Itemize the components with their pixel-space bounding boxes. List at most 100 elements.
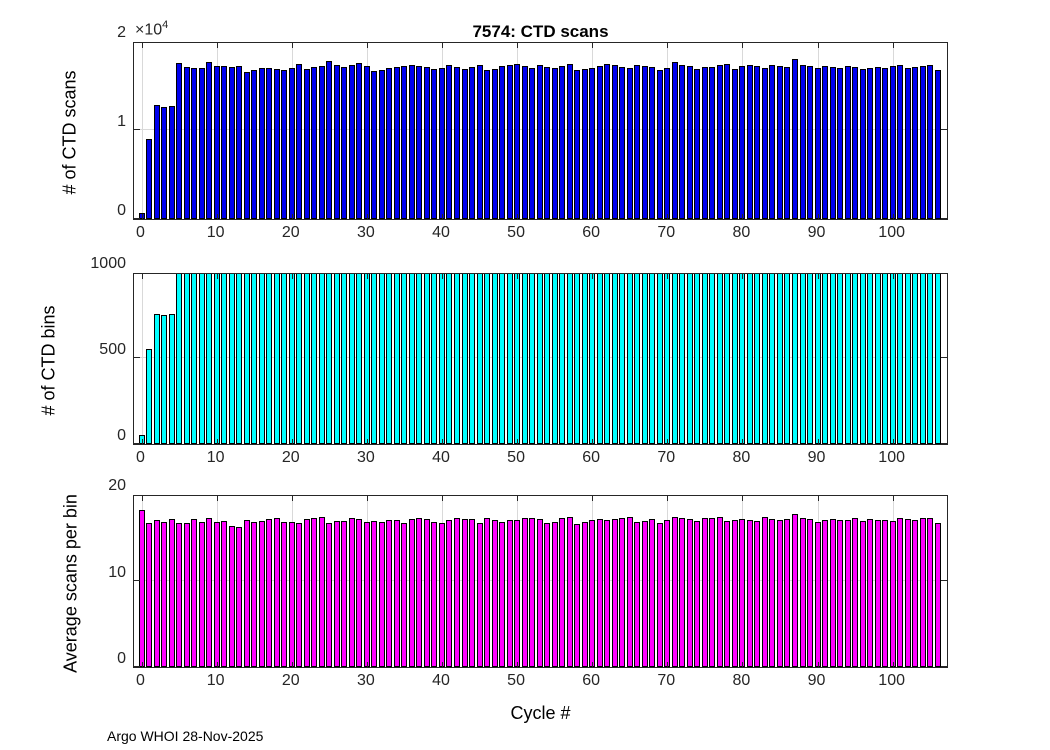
x-tick-label: 0 (136, 224, 145, 241)
gridline-vertical (141, 274, 143, 444)
y-tick-label: 1 (117, 113, 126, 130)
bar (814, 521, 821, 667)
x-tick-mark (441, 214, 443, 219)
y-tick-label: 1000 (90, 255, 126, 272)
bar (521, 65, 528, 219)
x-tick-mark (141, 43, 143, 48)
bar (288, 67, 295, 219)
x-tick-mark (592, 662, 594, 667)
bar (461, 519, 468, 667)
bar (168, 314, 175, 444)
bar (626, 67, 633, 219)
x-tick-label: 70 (657, 449, 676, 466)
y-tick-label: 0 (117, 202, 126, 219)
bar (904, 519, 911, 667)
bar (146, 522, 153, 667)
bar (484, 518, 491, 667)
bar (746, 274, 753, 444)
x-tick-mark (742, 662, 744, 667)
x-tick-mark (441, 662, 443, 667)
x-tick-mark (667, 43, 669, 48)
bar (183, 274, 190, 444)
x-tick-mark (742, 214, 744, 219)
bar (731, 274, 738, 444)
bar (221, 520, 228, 667)
bar (401, 522, 408, 667)
x-tick-mark (141, 662, 143, 667)
x-tick-mark (817, 496, 819, 501)
bar (897, 518, 904, 667)
bar (761, 517, 768, 667)
bar (521, 274, 528, 444)
bar (897, 65, 904, 219)
bar (581, 69, 588, 219)
bar (626, 517, 633, 667)
x-tick-label: 10 (206, 672, 225, 689)
bar (559, 518, 566, 667)
bar (348, 518, 355, 667)
bar (589, 519, 596, 667)
x-tick-mark (291, 274, 293, 279)
x-tick-label: 90 (807, 449, 826, 466)
x-tick-mark (141, 439, 143, 444)
bar (288, 274, 295, 444)
bar (446, 519, 453, 667)
bar (146, 138, 153, 219)
bar (341, 520, 348, 667)
bar (228, 66, 235, 219)
bar (814, 274, 821, 444)
y-tick-label: 2 (117, 24, 126, 41)
bar (356, 63, 363, 219)
bar (919, 518, 926, 667)
x-tick-label: 50 (507, 449, 525, 466)
bar (401, 65, 408, 219)
x-tick-mark (517, 662, 519, 667)
bar (822, 65, 829, 219)
bar (499, 65, 506, 219)
bar (581, 521, 588, 667)
bar (168, 105, 175, 219)
x-tick-mark (892, 496, 894, 501)
x-tick-label: 100 (878, 224, 905, 241)
bar (754, 65, 761, 219)
bar (363, 521, 370, 667)
bar (393, 66, 400, 219)
x-tick-label: 30 (356, 672, 375, 689)
x-tick-mark (517, 439, 519, 444)
bar (559, 65, 566, 219)
bar (679, 65, 686, 219)
x-tick-label: 20 (281, 224, 300, 241)
x-tick-label: 0 (136, 449, 145, 466)
bar (356, 519, 363, 667)
bar (476, 522, 483, 667)
bar (611, 274, 618, 444)
bar (604, 64, 611, 219)
bar (566, 64, 573, 219)
bar (912, 66, 919, 219)
bar (679, 518, 686, 667)
bar (859, 520, 866, 667)
x-tick-mark (592, 439, 594, 444)
bar (446, 65, 453, 219)
bar (829, 66, 836, 219)
bar (574, 70, 581, 219)
bar (792, 513, 798, 667)
bar (589, 67, 596, 219)
y-tick-mark (134, 579, 140, 581)
bar (318, 274, 325, 444)
bar (251, 521, 258, 667)
bar (867, 274, 874, 444)
x-tick-mark (366, 43, 368, 48)
x-axis-label: Cycle # (510, 703, 571, 723)
bar (829, 519, 836, 667)
bar (423, 274, 430, 444)
bar (799, 65, 806, 219)
bar (386, 519, 393, 667)
y-tick-label: 500 (99, 341, 126, 358)
bar (363, 274, 370, 444)
bar (251, 274, 258, 444)
bar (438, 67, 445, 219)
bar (589, 274, 596, 444)
bar (446, 274, 453, 444)
